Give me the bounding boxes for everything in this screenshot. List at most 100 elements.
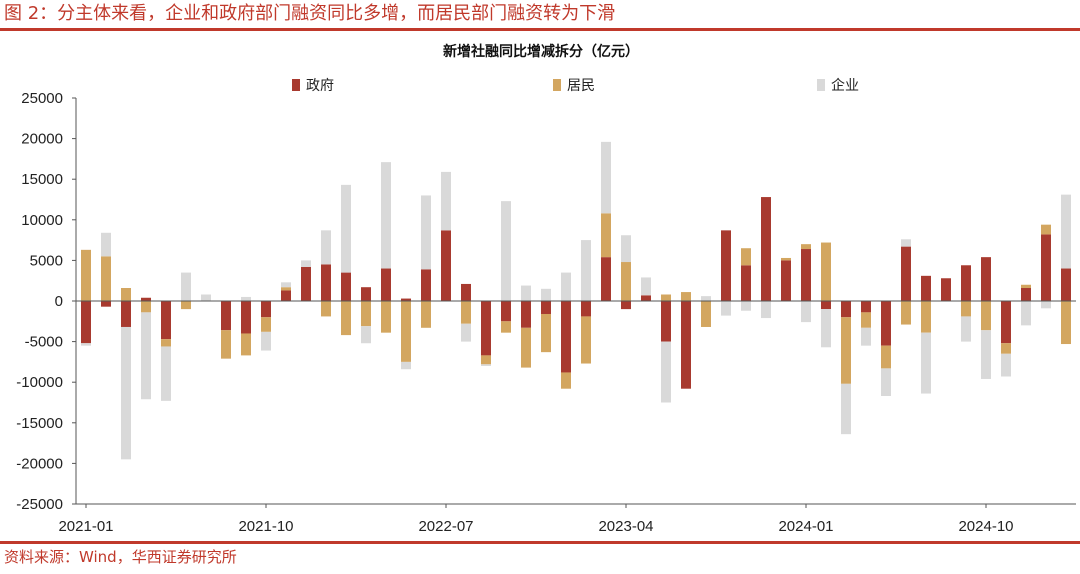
x-tick-label: 2022-07 bbox=[418, 518, 473, 535]
bar-gov bbox=[881, 301, 891, 346]
bar-ent bbox=[861, 327, 871, 346]
bar-gov bbox=[921, 275, 931, 301]
bar-res bbox=[521, 327, 531, 368]
bar-res bbox=[821, 242, 831, 301]
y-tick-label: 10000 bbox=[21, 212, 63, 229]
bar-gov bbox=[381, 268, 391, 301]
bar-gov bbox=[341, 272, 351, 301]
bar-gov bbox=[461, 283, 471, 301]
bar-gov bbox=[141, 297, 151, 301]
y-tick-label: -5000 bbox=[25, 334, 63, 351]
bar-gov bbox=[101, 301, 111, 307]
bar-res bbox=[841, 317, 851, 384]
bar-ent bbox=[1041, 301, 1051, 309]
y-tick-label: 0 bbox=[55, 293, 63, 310]
bar-gov bbox=[961, 265, 971, 301]
bar-gov bbox=[261, 301, 271, 318]
bar-ent bbox=[521, 285, 531, 301]
bar-res bbox=[361, 301, 371, 327]
x-tick-label: 2023-04 bbox=[598, 518, 653, 535]
y-axis: 25000 20000 15000 10000 5000 0 -5000 -10000 -150… bbox=[16, 90, 77, 513]
top-divider bbox=[0, 28, 1080, 31]
bar-ent bbox=[1021, 301, 1031, 326]
bar-gov bbox=[801, 249, 811, 301]
bar-ent bbox=[421, 195, 431, 270]
bar-gov bbox=[841, 301, 851, 318]
bar-ent bbox=[761, 301, 771, 319]
bar-gov bbox=[121, 301, 131, 327]
bar-gov bbox=[681, 301, 691, 389]
bar-gov bbox=[421, 269, 431, 301]
bar-gov bbox=[721, 230, 731, 301]
bar-gov bbox=[521, 301, 531, 328]
bar-ent bbox=[541, 288, 551, 301]
bar-gov bbox=[1001, 301, 1011, 344]
bar-res bbox=[261, 317, 271, 332]
bar-ent bbox=[241, 296, 251, 301]
y-tick-label: -10000 bbox=[16, 374, 63, 391]
bar-gov bbox=[501, 301, 511, 322]
bar-ent bbox=[341, 184, 351, 273]
x-tick-label: 2024-10 bbox=[958, 518, 1013, 535]
y-tick-label: -25000 bbox=[16, 496, 63, 513]
bar-res bbox=[421, 301, 431, 328]
y-tick-label: 20000 bbox=[21, 131, 63, 148]
bar-gov bbox=[641, 295, 651, 301]
legend-swatch-ent bbox=[817, 79, 825, 91]
bar-ent bbox=[1001, 353, 1011, 377]
bar-res bbox=[281, 287, 291, 291]
bar-res bbox=[321, 301, 331, 317]
bar-ent bbox=[141, 312, 151, 400]
x-tick-label: 2021-10 bbox=[238, 518, 293, 535]
bar-ent bbox=[981, 330, 991, 379]
bar-ent bbox=[881, 368, 891, 397]
bar-gov bbox=[301, 266, 311, 301]
bar-ent bbox=[181, 272, 191, 301]
bar-gov bbox=[761, 197, 771, 301]
bar-ent bbox=[701, 296, 711, 301]
bar-ent bbox=[961, 316, 971, 342]
bar-gov bbox=[481, 301, 491, 356]
bar-ent bbox=[261, 331, 271, 351]
bar-res bbox=[221, 330, 231, 359]
bar-res bbox=[801, 244, 811, 250]
bar-res bbox=[161, 339, 171, 347]
y-tick-label: 5000 bbox=[30, 252, 63, 269]
bar-ent bbox=[281, 282, 291, 288]
bar-ent bbox=[461, 323, 471, 342]
legend-swatch-gov bbox=[292, 79, 300, 91]
bar-res bbox=[121, 288, 131, 301]
bar-res bbox=[681, 292, 691, 301]
bar-res bbox=[861, 312, 871, 328]
bar-res bbox=[461, 301, 471, 324]
legend-label: 居民 bbox=[567, 78, 595, 94]
bar-res bbox=[701, 301, 711, 327]
bar-res bbox=[341, 301, 351, 336]
chart-title: 新增社融同比增减拆分（亿元） bbox=[443, 43, 639, 60]
x-axis: 2021-01 2021-10 2022-07 2023-04 2024-01 2024-… bbox=[58, 300, 1076, 535]
stacked-bar-chart: 新增社融同比增减拆分（亿元） 政府 居民 企业 25000 20000 15000 100… bbox=[16, 43, 1076, 535]
bar-res bbox=[661, 294, 671, 301]
bar-res bbox=[961, 301, 971, 317]
bar-res bbox=[381, 301, 391, 333]
bar-ent bbox=[1061, 194, 1071, 269]
bar-ent bbox=[901, 239, 911, 247]
bar-res bbox=[921, 301, 931, 333]
bar-ent bbox=[361, 326, 371, 344]
bar-res bbox=[1061, 301, 1071, 345]
bar-res bbox=[141, 301, 151, 313]
bar-gov bbox=[541, 301, 551, 314]
bar-res bbox=[881, 345, 891, 369]
bar-gov bbox=[1061, 268, 1071, 301]
figure-title: 图 2：分主体来看，企业和政府部门融资同比多增，而居民部门融资转为下滑 bbox=[4, 3, 616, 24]
bar-res bbox=[581, 316, 591, 364]
bar-res bbox=[601, 213, 611, 258]
bar-res bbox=[81, 249, 91, 301]
bar-ent bbox=[101, 232, 111, 257]
bar-gov bbox=[941, 278, 951, 301]
bar-res bbox=[621, 262, 631, 301]
bar-res bbox=[101, 256, 111, 301]
bar-res bbox=[901, 301, 911, 325]
bar-gov bbox=[401, 298, 411, 301]
bar-gov bbox=[1041, 234, 1051, 301]
